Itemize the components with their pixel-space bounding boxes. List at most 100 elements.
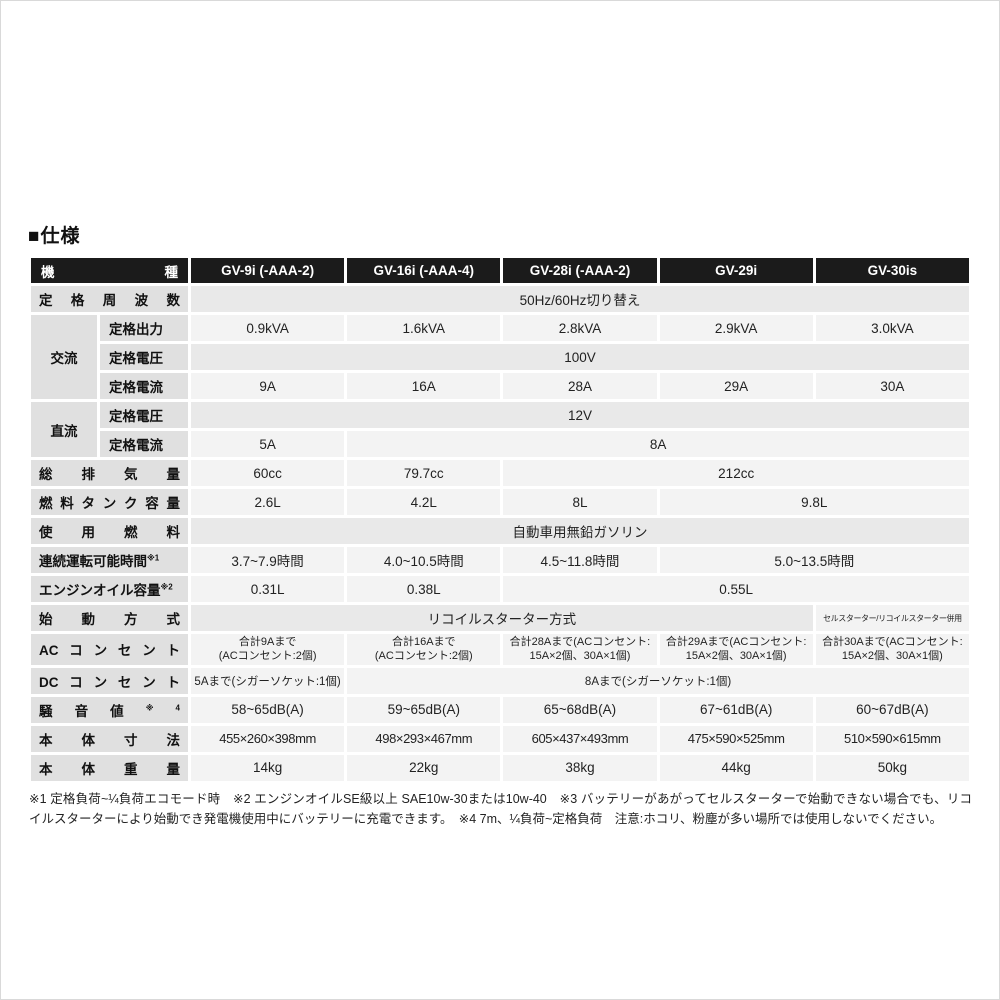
cell-start-gv30is: セルスターター/リコイルスターター併用 bbox=[815, 605, 969, 631]
cell-dimensions-gv30is: 510×590×615mm bbox=[815, 725, 969, 752]
row-label-ac-voltage: 定格電圧 bbox=[100, 344, 188, 370]
ac-outlet-line1: 合計9Aまで bbox=[238, 636, 297, 648]
cell-noise-gv30is: 60~67dB(A) bbox=[815, 696, 969, 723]
row-label-displacement: 総排気量 bbox=[31, 460, 188, 486]
model-label-right: 種 bbox=[164, 264, 179, 280]
cell-noise-gv16i: 59~65dB(A) bbox=[347, 696, 501, 723]
row-label-dc-current: 定格電流 bbox=[100, 431, 188, 457]
row-group-dc: 直流 bbox=[31, 402, 97, 457]
cell-ac-current-gv28i: 28A bbox=[503, 373, 657, 399]
row-weight: 本体重量 14kg 22kg 38kg 44kg 50kg bbox=[31, 754, 969, 781]
row-label-dc-outlet: DCコンセント bbox=[31, 667, 188, 694]
row-group-ac: 交流 bbox=[31, 315, 97, 399]
oil-label-text: エンジンオイル容量 bbox=[39, 583, 161, 598]
cell-tank-others: 9.8L bbox=[659, 489, 969, 515]
row-dc-outlet: DCコンセント 5Aまで(シガーソケット:1個) 8Aまで(シガーソケット:1個… bbox=[31, 667, 969, 694]
row-label-weight: 本体重量 bbox=[31, 754, 188, 781]
ac-outlet-line2: (ACコンセント:2個) bbox=[218, 650, 317, 663]
row-ac-current: 定格電流 9A 16A 28A 29A 30A bbox=[31, 373, 969, 399]
row-label-ac-current: 定格電流 bbox=[100, 373, 188, 399]
row-dc-voltage: 直流 定格電圧 12V bbox=[31, 402, 969, 457]
model-label-left: 機 bbox=[41, 264, 55, 280]
cell-runtime-gv28i: 4.5~11.8時間 bbox=[503, 547, 657, 573]
ac-outlet-line2: 15A×2個、30A×1個) bbox=[685, 650, 787, 663]
row-ac-voltage: 定格電圧 100V bbox=[31, 344, 969, 370]
cell-dimensions-gv28i: 605×437×493mm bbox=[503, 725, 657, 752]
cell-weight-gv16i: 22kg bbox=[347, 754, 501, 781]
cell-runtime-others: 5.0~13.5時間 bbox=[659, 547, 969, 573]
cell-ac-current-gv9i: 9A bbox=[191, 373, 345, 399]
row-label-oil: エンジンオイル容量※2 bbox=[31, 576, 188, 602]
ac-outlet-line1: 合計29Aまで(ACコンセント: bbox=[665, 636, 807, 648]
cell-ac-outlet-gv30is: 合計30Aまで(ACコンセント: 15A×2個、30A×1個) bbox=[815, 634, 969, 665]
header-model-label: 機 種 bbox=[31, 258, 188, 283]
cell-weight-gv29i: 44kg bbox=[659, 754, 813, 781]
cell-dimensions-gv29i: 475×590×525mm bbox=[659, 725, 813, 752]
cell-runtime-gv16i: 4.0~10.5時間 bbox=[347, 547, 501, 573]
row-label-dc-voltage: 定格電圧 bbox=[100, 402, 188, 428]
cell-dc-voltage-all: 12V bbox=[191, 402, 969, 428]
runtime-label-text: 連続運転可能時間 bbox=[39, 554, 147, 569]
cell-dc-current-others: 8A bbox=[347, 431, 969, 457]
row-label-runtime: 連続運転可能時間※1 bbox=[31, 547, 188, 573]
cell-dimensions-gv16i: 498×293×467mm bbox=[347, 725, 501, 752]
row-ac-outlet: ACコンセント 合計9Aまで (ACコンセント:2個) 合計16Aまで (ACコ… bbox=[31, 634, 969, 665]
row-label-ac-output: 定格出力 bbox=[100, 315, 188, 341]
row-oil: エンジンオイル容量※2 0.31L 0.38L 0.55L bbox=[31, 576, 969, 602]
row-tank: 燃料タンク容量 2.6L 4.2L 8L 9.8L bbox=[31, 489, 969, 515]
spec-table: 機 種 GV-9i (-AAA-2) GV-16i (-AAA-4) GV-28… bbox=[28, 255, 972, 784]
row-label-frequency: 定格周波数 bbox=[31, 286, 188, 312]
cell-frequency-all: 50Hz/60Hz切り替え bbox=[191, 286, 969, 312]
cell-ac-voltage-all: 100V bbox=[191, 344, 969, 370]
row-start: 始動方式 リコイルスターター方式 セルスターター/リコイルスターター併用 bbox=[31, 605, 969, 631]
ac-outlet-line1: 合計16Aまで bbox=[391, 636, 456, 648]
cell-dc-outlet-others: 8Aまで(シガーソケット:1個) bbox=[347, 667, 969, 694]
footnotes: ※1 定格負荷~¼負荷エコモード時 ※2 エンジンオイルSE級以上 SAE10w… bbox=[29, 791, 972, 826]
noise-footnote-mark: ※4 bbox=[145, 703, 180, 713]
row-dc-current: 定格電流 5A 8A bbox=[31, 431, 969, 457]
cell-weight-gv30is: 50kg bbox=[815, 754, 969, 781]
cell-start-main: リコイルスターター方式 bbox=[191, 605, 813, 631]
cell-weight-gv28i: 38kg bbox=[503, 754, 657, 781]
row-label-tank: 燃料タンク容量 bbox=[31, 489, 188, 515]
cell-ac-current-gv29i: 29A bbox=[659, 373, 813, 399]
row-label-ac-outlet: ACコンセント bbox=[31, 634, 188, 665]
cell-noise-gv29i: 67~61dB(A) bbox=[659, 696, 813, 723]
cell-noise-gv28i: 65~68dB(A) bbox=[503, 696, 657, 723]
noise-label-text: 騒音値 bbox=[39, 703, 146, 719]
row-noise: 騒音値※4 58~65dB(A) 59~65dB(A) 65~68dB(A) 6… bbox=[31, 696, 969, 723]
page-title: ■仕様 bbox=[28, 226, 81, 247]
cell-tank-gv9i: 2.6L bbox=[191, 489, 345, 515]
cell-displacement-gv16i: 79.7cc bbox=[347, 460, 501, 486]
header-gv30is: GV-30is bbox=[815, 258, 969, 283]
cell-oil-gv16i: 0.38L bbox=[347, 576, 501, 602]
header-row: 機 種 GV-9i (-AAA-2) GV-16i (-AAA-4) GV-28… bbox=[31, 258, 969, 283]
row-runtime: 連続運転可能時間※1 3.7~7.9時間 4.0~10.5時間 4.5~11.8… bbox=[31, 547, 969, 573]
ac-outlet-line2: 15A×2個、30A×1個) bbox=[529, 650, 631, 663]
header-gv28i: GV-28i (-AAA-2) bbox=[503, 258, 657, 283]
cell-tank-gv16i: 4.2L bbox=[347, 489, 501, 515]
row-label-dimensions: 本体寸法 bbox=[31, 725, 188, 752]
ac-outlet-line1: 合計28Aまで(ACコンセント: bbox=[509, 636, 651, 648]
header-gv9i: GV-9i (-AAA-2) bbox=[191, 258, 345, 283]
cell-ac-outlet-gv29i: 合計29Aまで(ACコンセント: 15A×2個、30A×1個) bbox=[659, 634, 813, 665]
model-label-wrap: 機 種 bbox=[37, 261, 182, 281]
cell-dimensions-gv9i: 455×260×398mm bbox=[191, 725, 345, 752]
cell-weight-gv9i: 14kg bbox=[191, 754, 345, 781]
cell-ac-outlet-gv28i: 合計28Aまで(ACコンセント: 15A×2個、30A×1個) bbox=[503, 634, 657, 665]
row-label-start: 始動方式 bbox=[31, 605, 188, 631]
cell-displacement-gv9i: 60cc bbox=[191, 460, 345, 486]
ac-outlet-line1: 合計30Aまで(ACコンセント: bbox=[822, 636, 963, 648]
header-gv16i: GV-16i (-AAA-4) bbox=[347, 258, 501, 283]
row-displacement: 総排気量 60cc 79.7cc 212cc bbox=[31, 460, 969, 486]
cell-ac-current-gv16i: 16A bbox=[347, 373, 501, 399]
header-gv29i: GV-29i bbox=[659, 258, 813, 283]
ac-outlet-line2: 15A×2個、30A×1個) bbox=[841, 650, 943, 663]
cell-ac-output-gv9i: 0.9kVA bbox=[191, 315, 345, 341]
cell-dc-outlet-gv9i: 5Aまで(シガーソケット:1個) bbox=[191, 667, 345, 694]
spec-section: ■仕様 機 種 GV-9i (-AAA-2) GV-16i (-AAA-4) G… bbox=[28, 221, 972, 829]
cell-fuel-all: 自動車用無鉛ガソリン bbox=[191, 518, 969, 544]
cell-ac-outlet-gv9i: 合計9Aまで (ACコンセント:2個) bbox=[191, 634, 345, 665]
row-label-fuel: 使用燃料 bbox=[31, 518, 188, 544]
